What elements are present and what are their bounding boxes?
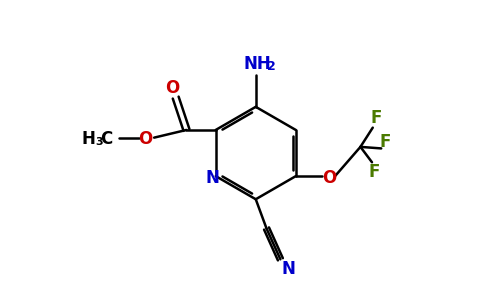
Text: NH: NH bbox=[243, 55, 271, 73]
Text: O: O bbox=[165, 79, 179, 97]
Text: F: F bbox=[369, 163, 380, 181]
Text: N: N bbox=[206, 169, 220, 187]
Text: F: F bbox=[370, 109, 381, 127]
Text: C: C bbox=[100, 130, 112, 148]
Text: O: O bbox=[322, 169, 337, 187]
Text: N: N bbox=[281, 260, 295, 278]
Text: H: H bbox=[82, 130, 96, 148]
Text: 2: 2 bbox=[267, 60, 275, 73]
Text: F: F bbox=[379, 133, 391, 151]
Text: O: O bbox=[138, 130, 152, 148]
Text: 3: 3 bbox=[95, 137, 103, 147]
